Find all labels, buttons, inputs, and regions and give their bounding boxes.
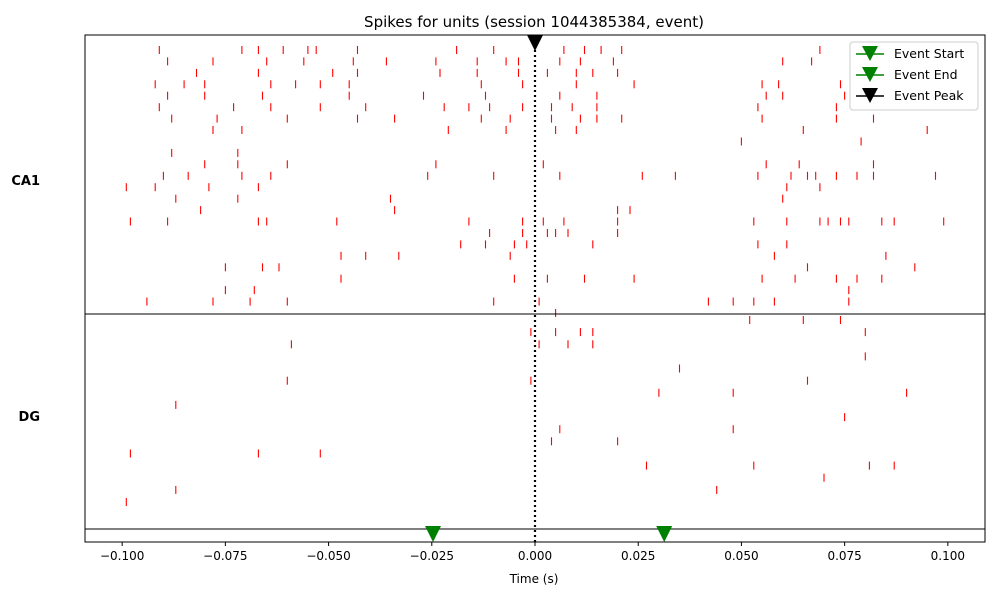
x-tick-label-6: 0.050 <box>724 549 758 563</box>
event-markers <box>425 35 673 542</box>
x-axis: −0.100 −0.075 −0.050 −0.025 0.000 0.025 0.050 0… <box>100 542 965 563</box>
x-tick-label-8: 0.100 <box>931 549 965 563</box>
x-tick-label-0: −0.100 <box>100 549 144 563</box>
x-tick-label-4: 0.000 <box>518 549 552 563</box>
event-start-marker <box>425 526 442 542</box>
x-tick-label-7: 0.075 <box>827 549 861 563</box>
legend: Event Start Event End Event Peak <box>849 41 979 111</box>
x-tick-label-1: −0.075 <box>203 549 247 563</box>
region-label-dg: DG <box>19 410 40 425</box>
legend-label-1: Event End <box>894 67 958 82</box>
legend-label-2: Event Peak <box>894 88 964 103</box>
x-tick-label-2: −0.050 <box>306 549 350 563</box>
region-label-ca1: CA1 <box>11 174 40 189</box>
legend-label-0: Event Start <box>894 46 964 61</box>
x-tick-label-5: 0.025 <box>621 549 655 563</box>
legend-marker-0 <box>862 46 878 61</box>
legend-marker-1 <box>862 67 878 82</box>
region-separators <box>85 313 985 530</box>
x-tick-label-3: −0.025 <box>410 549 454 563</box>
legend-marker-2 <box>862 88 878 103</box>
chart-title: Spikes for units (session 1044385384, ev… <box>364 13 704 31</box>
event-peak-marker <box>527 35 543 51</box>
spike-marks <box>125 46 945 506</box>
event-end-marker <box>656 526 673 542</box>
legend-box <box>849 41 979 111</box>
region-labels: CA1 DG <box>11 174 40 425</box>
x-axis-label: Time (s) <box>509 572 559 586</box>
